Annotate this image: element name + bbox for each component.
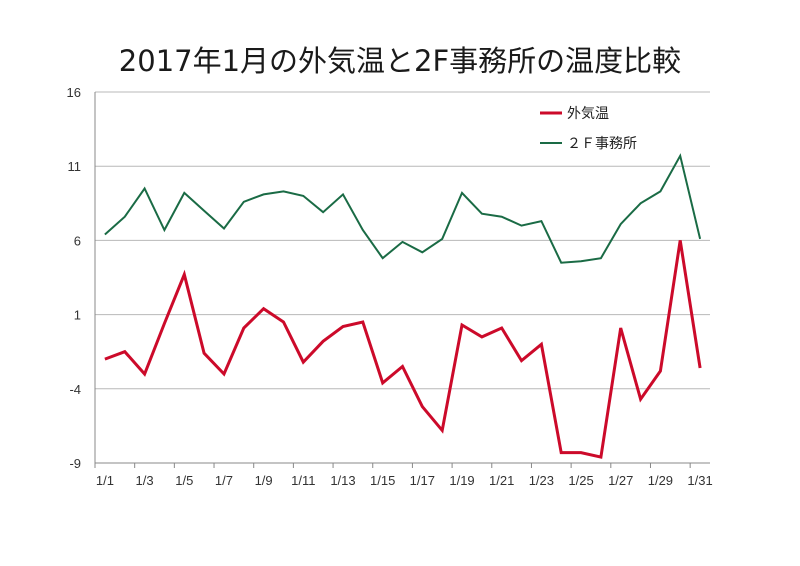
x-tick-label: 1/23 [529,473,554,488]
legend-label: ２Ｆ事務所 [567,136,637,152]
y-tick-label: -4 [69,382,81,397]
x-tick-label: 1/29 [648,473,673,488]
x-tick-label: 1/11 [291,473,315,488]
series-line-office [104,153,702,264]
y-tick-label: -9 [69,456,81,471]
x-tick-label: 1/31 [687,473,712,488]
y-tick-label: 11 [68,159,82,174]
x-tick-label: 1/25 [568,473,593,488]
x-tick-label: 1/15 [370,473,395,488]
y-tick-label: 1 [74,308,81,323]
series-line-outdoor [104,240,702,459]
x-tick-label: 1/13 [330,473,355,488]
chart-title: 2017年1月の外気温と2F事務所の温度比較 [118,44,682,78]
x-tick-label: 1/19 [449,473,474,488]
x-tick-label: 1/21 [489,473,514,488]
x-tick-label: 1/5 [175,473,193,488]
x-tick-label: 1/17 [410,473,435,488]
x-tick-label: 1/9 [255,473,273,488]
x-tick-label: 1/1 [96,473,114,488]
x-tick-label: 1/3 [136,473,154,488]
y-tick-label: 16 [67,85,81,100]
x-tick-label: 1/27 [608,473,633,488]
legend-label: 外気温 [567,106,609,122]
y-tick-label: 6 [74,233,81,248]
x-tick-label: 1/7 [215,473,233,488]
